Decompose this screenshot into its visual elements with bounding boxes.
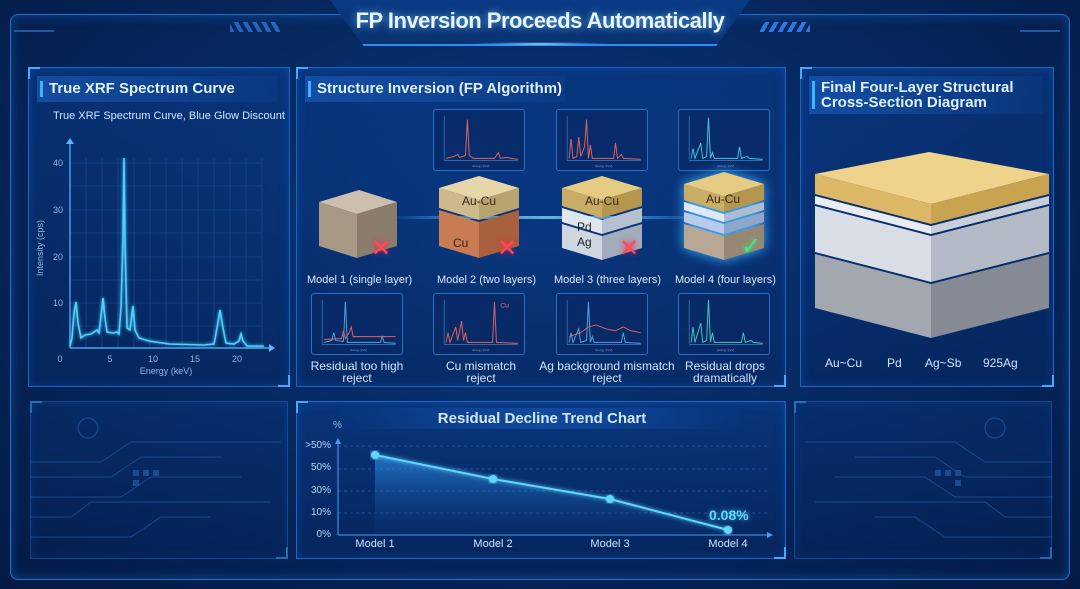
y-tick: 50% [310, 462, 331, 473]
final-residual-value: 0.08% [709, 507, 749, 523]
y-tick: 0% [316, 529, 331, 540]
decor-circuit-panel-right [794, 401, 1053, 559]
data-flow-line [387, 216, 707, 219]
layer-label: Cu [453, 236, 469, 250]
reject-x-icon: ✕ [497, 235, 518, 262]
model1-cube [319, 190, 397, 258]
panel-header: Structure Inversion (FP Algorithm) [305, 76, 565, 102]
y-tick: 30 [53, 205, 63, 215]
model-label: Model 3 (three layers) [554, 274, 661, 286]
spectrum-chart: 40 30 20 10 0 5 10 15 20 Intensity (cps)… [35, 138, 275, 376]
panel-title: Structure Inversion (FP Algorithm) [317, 80, 563, 97]
decor-stripes-right [760, 22, 810, 32]
y-tick: 10 [53, 298, 63, 308]
header-accent-bar [812, 81, 815, 109]
x-tick: 20 [232, 354, 242, 364]
header-accent-bar [308, 81, 311, 97]
mini-chart-model1-residual: Energy (keV) [311, 293, 403, 355]
model-label: Model 4 (four layers) [675, 274, 776, 286]
y-tick: 20 [53, 252, 63, 262]
panel-header: True XRF Spectrum Curve [37, 76, 277, 102]
mini-chart-model3-fit: Energy (keV) [556, 109, 648, 171]
model4-cube [684, 172, 764, 260]
svg-text:Energy (keV): Energy (keV) [350, 348, 367, 352]
circuit-decoration [31, 417, 281, 538]
x-category: Model 4 [708, 538, 748, 550]
x-category: Model 3 [590, 538, 630, 550]
page-title: FP Inversion Proceeds Automatically [355, 8, 725, 33]
y-unit-label: % [333, 420, 342, 431]
layer-label-925ag: 925Ag [983, 356, 1018, 370]
model2-cube [439, 176, 519, 258]
layer-label: Au-Cu [706, 192, 741, 206]
mini-chart-model4-fit: Energy (keV) [678, 109, 770, 171]
model3-cube [562, 176, 642, 260]
svg-text:Energy (keV): Energy (keV) [472, 164, 489, 168]
cross-section-panel: Final Four-Layer Structural Cross-Sectio… [800, 67, 1054, 387]
x-category: Model 1 [355, 538, 395, 550]
svg-text:Energy (keV): Energy (keV) [595, 164, 612, 168]
trend-panel: Residual Decline Trend Chart % >50% 50% … [296, 401, 786, 559]
mini-chart-model2-residual: Cu Energy (keV) [433, 293, 525, 355]
decor-circuit-panel-left [30, 401, 288, 559]
mini-chart-model4-residual: Energy (keV) [678, 293, 770, 355]
x-tick: 5 [107, 354, 112, 364]
decor-stripes-left [230, 22, 280, 32]
reject-x-icon: ✕ [619, 235, 640, 262]
spectrum-panel: True XRF Spectrum Curve True XRF Spectru… [28, 67, 290, 387]
verdict-model2: Cu mismatch reject [445, 359, 516, 385]
x-axis-label: Energy (keV) [140, 366, 193, 376]
y-tick: 40 [53, 158, 63, 168]
panel-header: Final Four-Layer Structural Cross-Sectio… [809, 76, 1043, 114]
header-accent-bar [40, 81, 43, 97]
layer-label-pd: Pd [887, 356, 902, 370]
x-tick: 0 [57, 354, 62, 364]
four-layer-block [815, 152, 1049, 338]
layer-label: Au-Cu [585, 194, 620, 208]
x-category: Model 2 [473, 538, 513, 550]
x-tick: 10 [148, 354, 158, 364]
circuit-decoration [805, 417, 1053, 538]
layer-label-au-cu: Au~Cu [825, 356, 863, 370]
verdict-model3: Ag background mismatch reject [539, 359, 675, 385]
verdict-model1: Residual too high reject [310, 359, 404, 385]
residual-trend-chart [335, 438, 773, 538]
verdict-model4: Residual drops dramatically [684, 359, 766, 385]
svg-text:Energy (keV): Energy (keV) [717, 164, 734, 168]
x-tick: 15 [190, 354, 200, 364]
inversion-panel: Structure Inversion (FP Algorithm) Energ… [296, 67, 786, 387]
svg-text:Energy (keV): Energy (keV) [717, 348, 734, 352]
decor-line [1020, 30, 1060, 32]
y-tick: >50% [305, 440, 331, 451]
svg-text:Energy (keV): Energy (keV) [595, 348, 612, 352]
panel-title-line2: Cross-Section Diagram [821, 94, 987, 111]
accept-check-icon: ✓ [741, 233, 762, 260]
layer-label: Ag [577, 235, 592, 249]
cu-annotation: Cu [500, 303, 509, 310]
y-tick: 30% [310, 485, 331, 496]
trend-chart-title: Residual Decline Trend Chart [337, 408, 747, 429]
layer-label: Au-Cu [462, 194, 497, 208]
y-axis-label: Intensity (cps) [35, 220, 45, 276]
decor-line [14, 30, 54, 32]
spectrum-subtitle: True XRF Spectrum Curve, Blue Glow Disco… [53, 110, 285, 122]
layer-label-ag-sb: Ag~Sb [925, 356, 962, 370]
model-label: Model 1 (single layer) [307, 274, 413, 286]
y-tick: 10% [310, 507, 331, 518]
title-glow [470, 42, 610, 46]
layer-label: Pd [577, 220, 592, 234]
mini-chart-model2-fit: Energy (keV) [433, 109, 525, 171]
panel-title-line1: Final Four-Layer Structural [821, 79, 1014, 96]
panel-title: True XRF Spectrum Curve [49, 80, 235, 97]
model-label: Model 2 (two layers) [437, 274, 537, 286]
svg-text:Energy (keV): Energy (keV) [472, 348, 489, 352]
reject-x-icon: ✕ [371, 235, 392, 262]
mini-chart-model3-residual: Energy (keV) [556, 293, 648, 355]
